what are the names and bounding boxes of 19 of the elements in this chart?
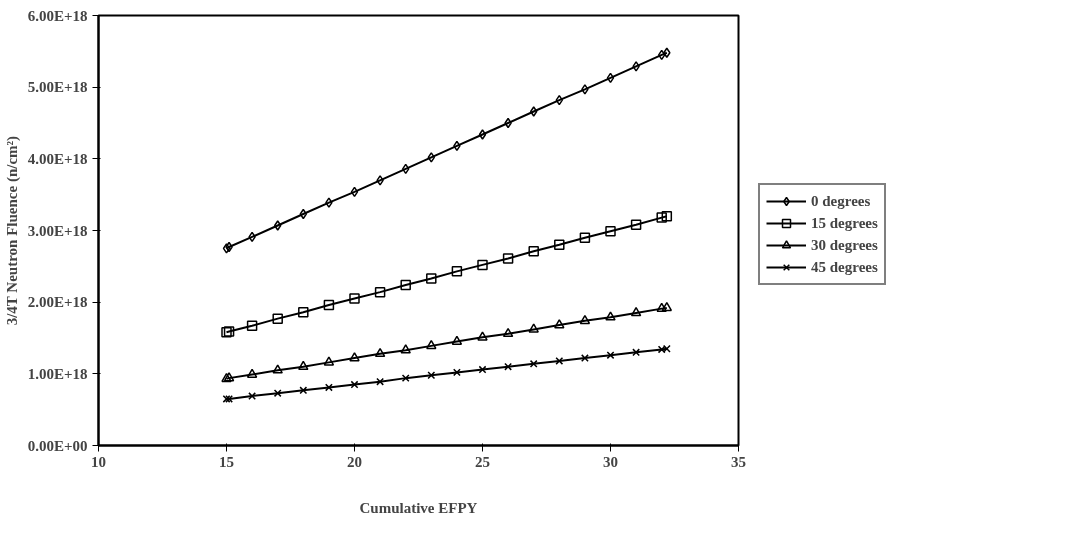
y-tick-label: 2.00E+18 (27, 294, 88, 311)
legend-label: 0 degrees (811, 192, 871, 210)
legend-label: 30 degrees (811, 236, 878, 254)
y-tick-label: 1.00E+18 (27, 365, 88, 382)
x-tick-label: 20 (347, 453, 362, 470)
x-tick-label: 25 (475, 453, 490, 470)
y-tick-label: 4.00E+18 (27, 150, 88, 167)
y-tick-label: 3.00E+18 (27, 222, 88, 239)
x-axis-title: Cumulative EFPY (359, 499, 478, 516)
x-tick-label: 35 (731, 453, 746, 470)
x-tick-label: 10 (91, 453, 106, 470)
x-tick-label: 30 (603, 453, 618, 470)
x-tick-label: 15 (219, 453, 234, 470)
legend-label: 15 degrees (811, 214, 878, 232)
y-tick-label: 5.00E+18 (27, 79, 88, 96)
legend-label: 45 degrees (811, 258, 878, 276)
y-tick-label: 0.00E+00 (27, 437, 88, 454)
y-tick-label: 6.00E+18 (27, 7, 88, 24)
y-axis-title: 3/4T Neutron Fluence (n/cm²) (3, 135, 21, 326)
